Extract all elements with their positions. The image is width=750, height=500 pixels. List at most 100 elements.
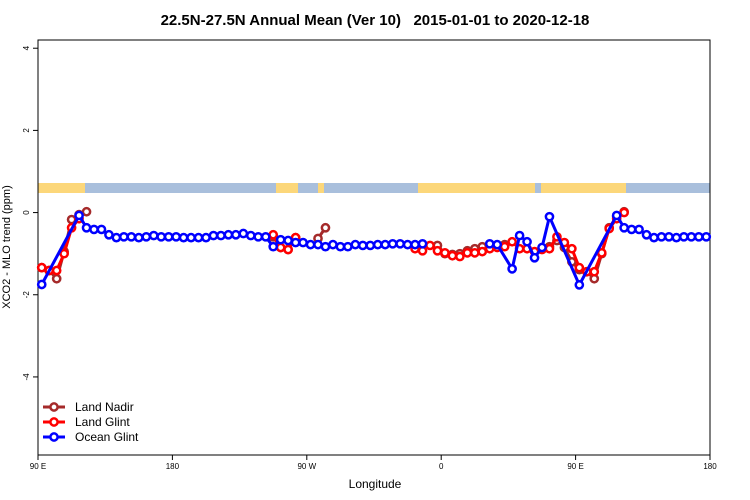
point: [395, 238, 405, 249]
x-tick-label: 90 E: [567, 462, 583, 471]
plot-frame: [37, 39, 711, 456]
point: [522, 236, 532, 247]
point: [671, 232, 682, 243]
point: [238, 228, 249, 239]
point: [283, 244, 293, 255]
ocean-band: [38, 183, 710, 193]
point: [320, 222, 331, 233]
point: [544, 243, 555, 254]
point: [387, 238, 398, 249]
x-tick-label: 0: [439, 462, 444, 471]
point: [283, 235, 293, 246]
land-band: [318, 183, 324, 193]
chart-title: 22.5N-27.5N Annual Mean (Ver 10) 2015-01…: [161, 12, 590, 29]
point: [171, 231, 181, 242]
point: [51, 273, 62, 284]
point: [253, 231, 264, 242]
point: [514, 230, 525, 241]
point: [81, 206, 92, 217]
point: [477, 246, 488, 257]
point: [231, 229, 241, 240]
point: [343, 241, 353, 252]
land-ocean-strip: [38, 183, 710, 193]
x-tick-label: 180: [166, 462, 180, 471]
point: [216, 230, 226, 241]
legend-marker: [49, 417, 59, 427]
point: [656, 231, 667, 242]
x-tick-label: 90 E: [30, 462, 46, 471]
point: [440, 247, 450, 258]
point: [641, 229, 652, 240]
point: [96, 224, 107, 235]
point: [529, 252, 540, 263]
point: [141, 231, 152, 242]
point: [119, 231, 129, 242]
point: [365, 240, 376, 251]
y-tick-label: 2: [22, 128, 31, 133]
point: [701, 231, 712, 242]
x-tick-label: 180: [703, 462, 717, 471]
point: [679, 231, 689, 242]
point: [74, 210, 84, 221]
point: [357, 240, 368, 251]
point: [186, 232, 196, 243]
y-axis-label: XCO2 - MLO trend (ppm): [1, 185, 13, 308]
point: [447, 250, 458, 261]
point: [619, 222, 629, 233]
legend-marker: [49, 432, 59, 442]
land-band: [276, 183, 298, 193]
point: [425, 240, 435, 251]
land-band: [38, 183, 85, 193]
point: [537, 242, 547, 253]
point: [275, 234, 286, 245]
series: [36, 210, 712, 290]
point: [686, 231, 697, 242]
point: [305, 239, 316, 250]
point: [208, 230, 219, 241]
point: [492, 239, 503, 250]
point: [328, 239, 338, 250]
point: [589, 266, 600, 277]
point: [619, 207, 629, 218]
point: [380, 239, 391, 250]
point: [410, 239, 420, 250]
point: [507, 264, 517, 274]
legend-marker: [49, 402, 59, 412]
point: [178, 232, 189, 243]
point: [634, 224, 644, 235]
point: [193, 232, 204, 243]
point: [402, 239, 413, 250]
point: [567, 243, 577, 254]
point: [223, 229, 234, 240]
point: [626, 224, 637, 235]
point: [484, 238, 495, 249]
point: [350, 239, 361, 250]
point: [81, 222, 92, 233]
point: [693, 231, 704, 242]
point: [372, 239, 383, 250]
point: [36, 279, 47, 290]
point: [104, 229, 114, 240]
point: [335, 241, 346, 252]
point: [148, 230, 159, 241]
legend-label: Land Nadir: [75, 400, 134, 414]
point: [574, 280, 585, 290]
legend-label: Ocean Glint: [75, 430, 139, 444]
point: [275, 242, 286, 253]
point: [320, 241, 331, 252]
point: [36, 262, 47, 273]
point: [313, 239, 323, 250]
point: [432, 245, 443, 256]
x-axis-label: Longitude: [349, 477, 402, 491]
point: [462, 247, 473, 258]
point: [59, 248, 69, 259]
point: [417, 238, 428, 249]
point: [163, 231, 174, 242]
point: [111, 232, 122, 243]
y-tick-label: 4: [22, 45, 31, 50]
point: [268, 241, 279, 252]
point: [507, 236, 517, 247]
point: [664, 231, 674, 242]
point: [89, 224, 99, 235]
